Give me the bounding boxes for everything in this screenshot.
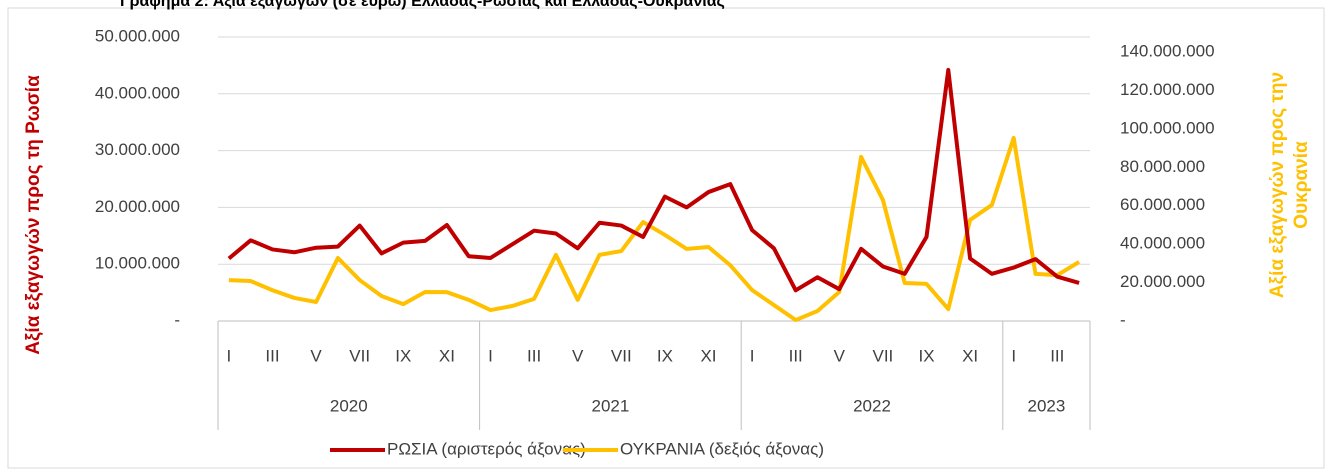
year-label: 2021 [591, 396, 629, 415]
x-tick-label: XI [962, 346, 978, 365]
x-tick-label: XI [439, 346, 455, 365]
x-tick-label: VII [349, 346, 370, 365]
y-tick-label: 20.000.000 [95, 197, 180, 216]
x-tick-label: IX [657, 346, 673, 365]
x-tick-label: IX [918, 346, 934, 365]
year-label: 2022 [853, 396, 891, 415]
series-line [228, 135, 1081, 323]
x-tick-label: I [488, 346, 493, 365]
legend-label: ΡΩΣΙΑ (αριστερός άξονας) [387, 439, 586, 458]
x-tick-label: VII [611, 346, 632, 365]
x-tick-label: I [1011, 346, 1016, 365]
y2-tick-label: 140.000.000 [1120, 41, 1215, 60]
x-tick-label: VII [873, 346, 894, 365]
y-tick-label: 50.000.000 [95, 26, 180, 45]
year-label: 2020 [330, 396, 368, 415]
x-tick-label: IX [395, 346, 411, 365]
x-tick-label: III [265, 346, 279, 365]
x-tick-label: V [834, 346, 846, 365]
series-line [227, 67, 1080, 293]
y-tick-label: 30.000.000 [95, 140, 180, 159]
x-tick-label: I [750, 346, 755, 365]
y2-tick-label: 120.000.000 [1120, 80, 1215, 99]
y2-tick-label: 60.000.000 [1120, 195, 1205, 214]
year-label: 2023 [1027, 396, 1065, 415]
legend-label: ΟΥΚΡΑΝΙΑ (δεξιός άξονας) [620, 439, 824, 458]
x-tick-label: III [527, 346, 541, 365]
y2-tick-label: 40.000.000 [1120, 234, 1205, 253]
chart-border [7, 7, 1325, 469]
x-tick-label: V [572, 346, 584, 365]
y2-tick-label: 80.000.000 [1120, 157, 1205, 176]
y2-axis-label: Αξία εξαγωγών προς την [1267, 72, 1288, 298]
y2-tick-label: - [1120, 310, 1126, 329]
y-tick-label: 10.000.000 [95, 254, 180, 273]
x-tick-label: III [1050, 346, 1064, 365]
x-tick-label: III [789, 346, 803, 365]
x-tick-label: V [310, 346, 322, 365]
y-axis-label: Αξία εξαγωγών προς τη Ρωσία [23, 75, 44, 355]
y-tick-label: - [174, 310, 180, 329]
y-tick-label: 40.000.000 [95, 83, 180, 102]
x-tick-label: XI [700, 346, 716, 365]
y2-tick-label: 100.000.000 [1120, 118, 1215, 137]
y2-tick-label: 20.000.000 [1120, 272, 1205, 291]
x-tick-label: I [227, 346, 232, 365]
y2-axis-label: Ουκρανία [1291, 141, 1312, 229]
chart-title: Γράφημα 2: Αξία εξαγωγών (σε ευρώ) Ελλάδ… [120, 0, 725, 10]
